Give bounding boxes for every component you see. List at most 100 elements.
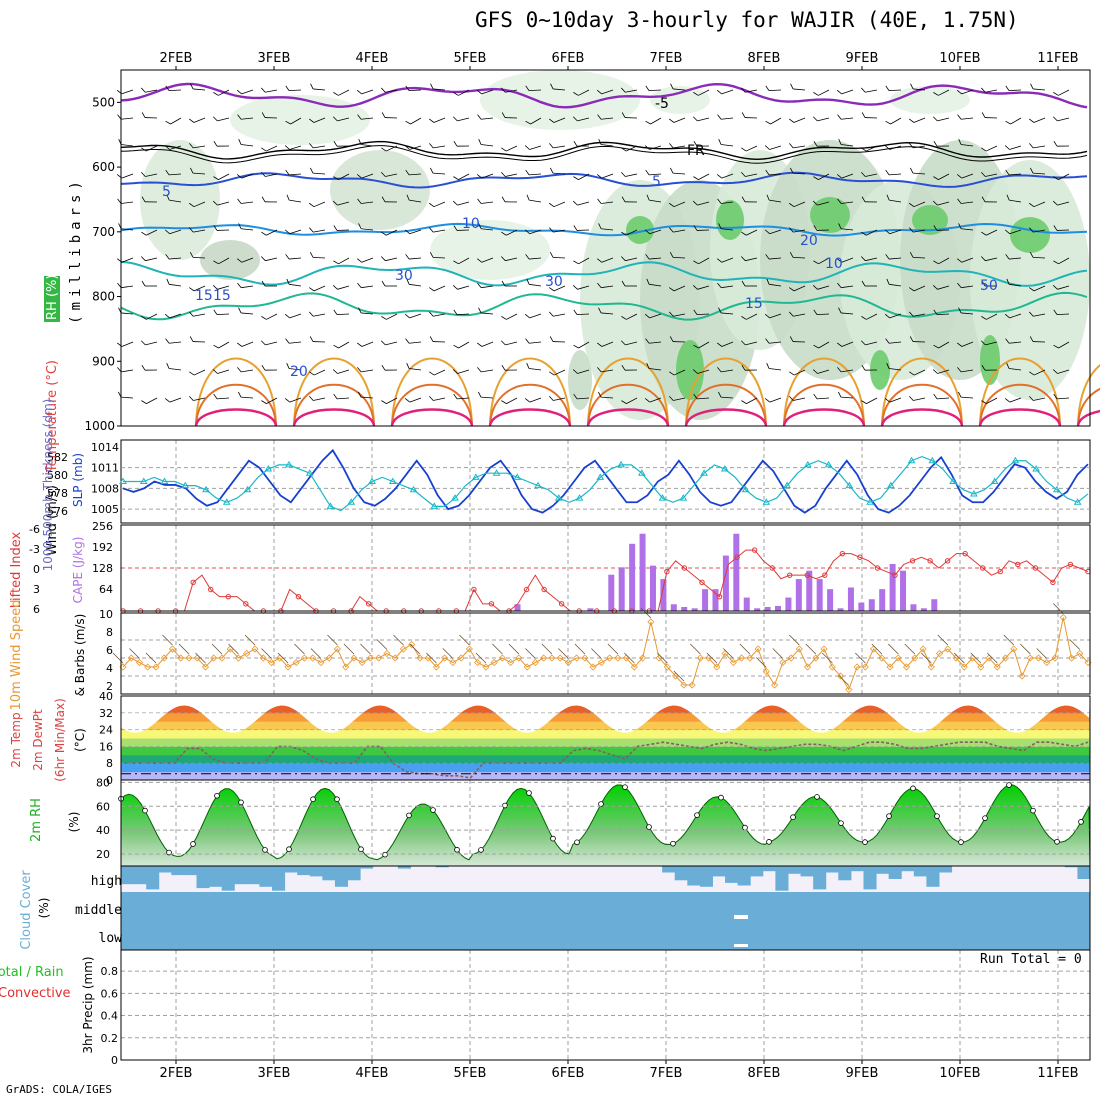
cloud-high-bar [737,866,751,886]
wind-marker [1043,658,1051,667]
lifted-marker [822,572,828,578]
wind-barb-flag [141,147,147,152]
wind-barb [1004,229,1022,235]
wind-barb-flag [548,118,555,123]
lifted-marker [471,586,477,593]
wind-barb-staff [1057,369,1070,374]
thickness-marker [969,489,978,497]
wind-barb-flag [525,338,530,344]
wind-barb-staff [241,89,254,95]
wind-barb [788,395,806,401]
wind-barb-flag [381,400,387,404]
wind-barb-flag [333,260,339,265]
wind-barb [764,145,782,150]
wind-barb [1053,89,1070,96]
wind-barb-staff [912,256,926,259]
wind-barb [237,114,254,120]
wind-barb-flag [670,167,674,174]
wind-barb-staff [1009,229,1022,235]
wind-barb [188,117,206,123]
wind-barb-staff [433,369,446,376]
wind-barb-10m [360,643,371,655]
wind-barb-staff [746,397,758,404]
wind-barb-staff [338,341,350,349]
wind-tick-label: 4 [106,662,113,675]
wind-barb-flag [381,365,386,371]
wind-barb [428,395,446,401]
wind-barb-10m [343,643,355,655]
wind-barb-staff [961,144,974,147]
wind-barb [1053,257,1070,265]
wind-barb-staff [553,172,566,175]
wind-barb-flag [238,307,242,314]
wind-barb-staff [865,89,878,93]
wind-barb [669,252,686,259]
wind-barb-flag [790,167,794,174]
cape-bar [837,608,844,611]
rh-marker [838,820,844,826]
wind-barb-staff [313,313,326,317]
wind-barb-flag [501,316,507,320]
lifted-marker [208,586,214,593]
wind-barb [958,391,974,399]
wind-barb-staff [481,396,494,399]
cape-bar [649,565,656,611]
wind-barb-staff [698,173,710,180]
wind-barb-flag [165,338,170,344]
cloud-mid-low [121,892,1090,950]
wind-barb-flag [596,258,603,263]
wind-barb [141,145,158,152]
wind-barb [1029,252,1046,259]
wind-barb [141,397,158,404]
wind-barb-flag [1052,116,1058,122]
thickness-marker [637,469,646,476]
wind-barb-staff [769,145,782,150]
wind-marker [416,654,424,662]
wind-barb-flag [333,176,339,180]
wind-barb-flag [452,200,458,206]
wind-barb [812,116,830,122]
rh-marker [310,796,316,802]
wind-barb-flag [1029,202,1035,208]
wind-barb [789,311,806,317]
temperature-arch [978,408,1062,427]
wind-barb [765,254,782,260]
wind-barb-staff [193,229,206,233]
wind-barb-flag [1006,194,1010,201]
wind-marker [127,654,135,662]
wind-barb-flag [933,309,938,315]
wind-barb-staff [409,397,422,403]
thickness-marker [368,477,376,484]
wind-barb [140,340,158,346]
wind-barb-flag [1029,143,1034,149]
wind-barb-flag [885,85,890,91]
temperature-arch [489,357,571,427]
wind-barb [261,280,277,287]
wind-barb [813,341,830,349]
wind-barb [189,252,206,259]
wind-barb-staff [193,172,206,175]
rh-marker [742,824,748,831]
wind-barb [285,85,302,92]
wind-marker [754,645,762,653]
wind-barb-flag [958,391,962,398]
wind-barb-flag [190,167,194,174]
cloud-gap [734,915,748,919]
wind-barb [861,365,878,371]
wind-barb [478,307,494,315]
wind-barb-staff [361,201,374,204]
wind-marker [779,658,787,667]
wind-barb [981,145,998,152]
wind-barb-staff [649,257,662,260]
cloud-axis-title: Cloud Cover [19,870,34,950]
wind-barb [884,397,902,403]
wind-barb-staff [745,145,758,152]
contour-label: 15 [745,296,763,312]
wind-barb-flag [164,229,170,235]
temperature-arch [1076,410,1100,427]
lifted-tick-label: -6 [29,523,40,536]
wind-barb [549,227,566,233]
wind-marker [944,645,952,653]
wind-barb [166,194,182,203]
wind-barb-staff [986,229,998,236]
